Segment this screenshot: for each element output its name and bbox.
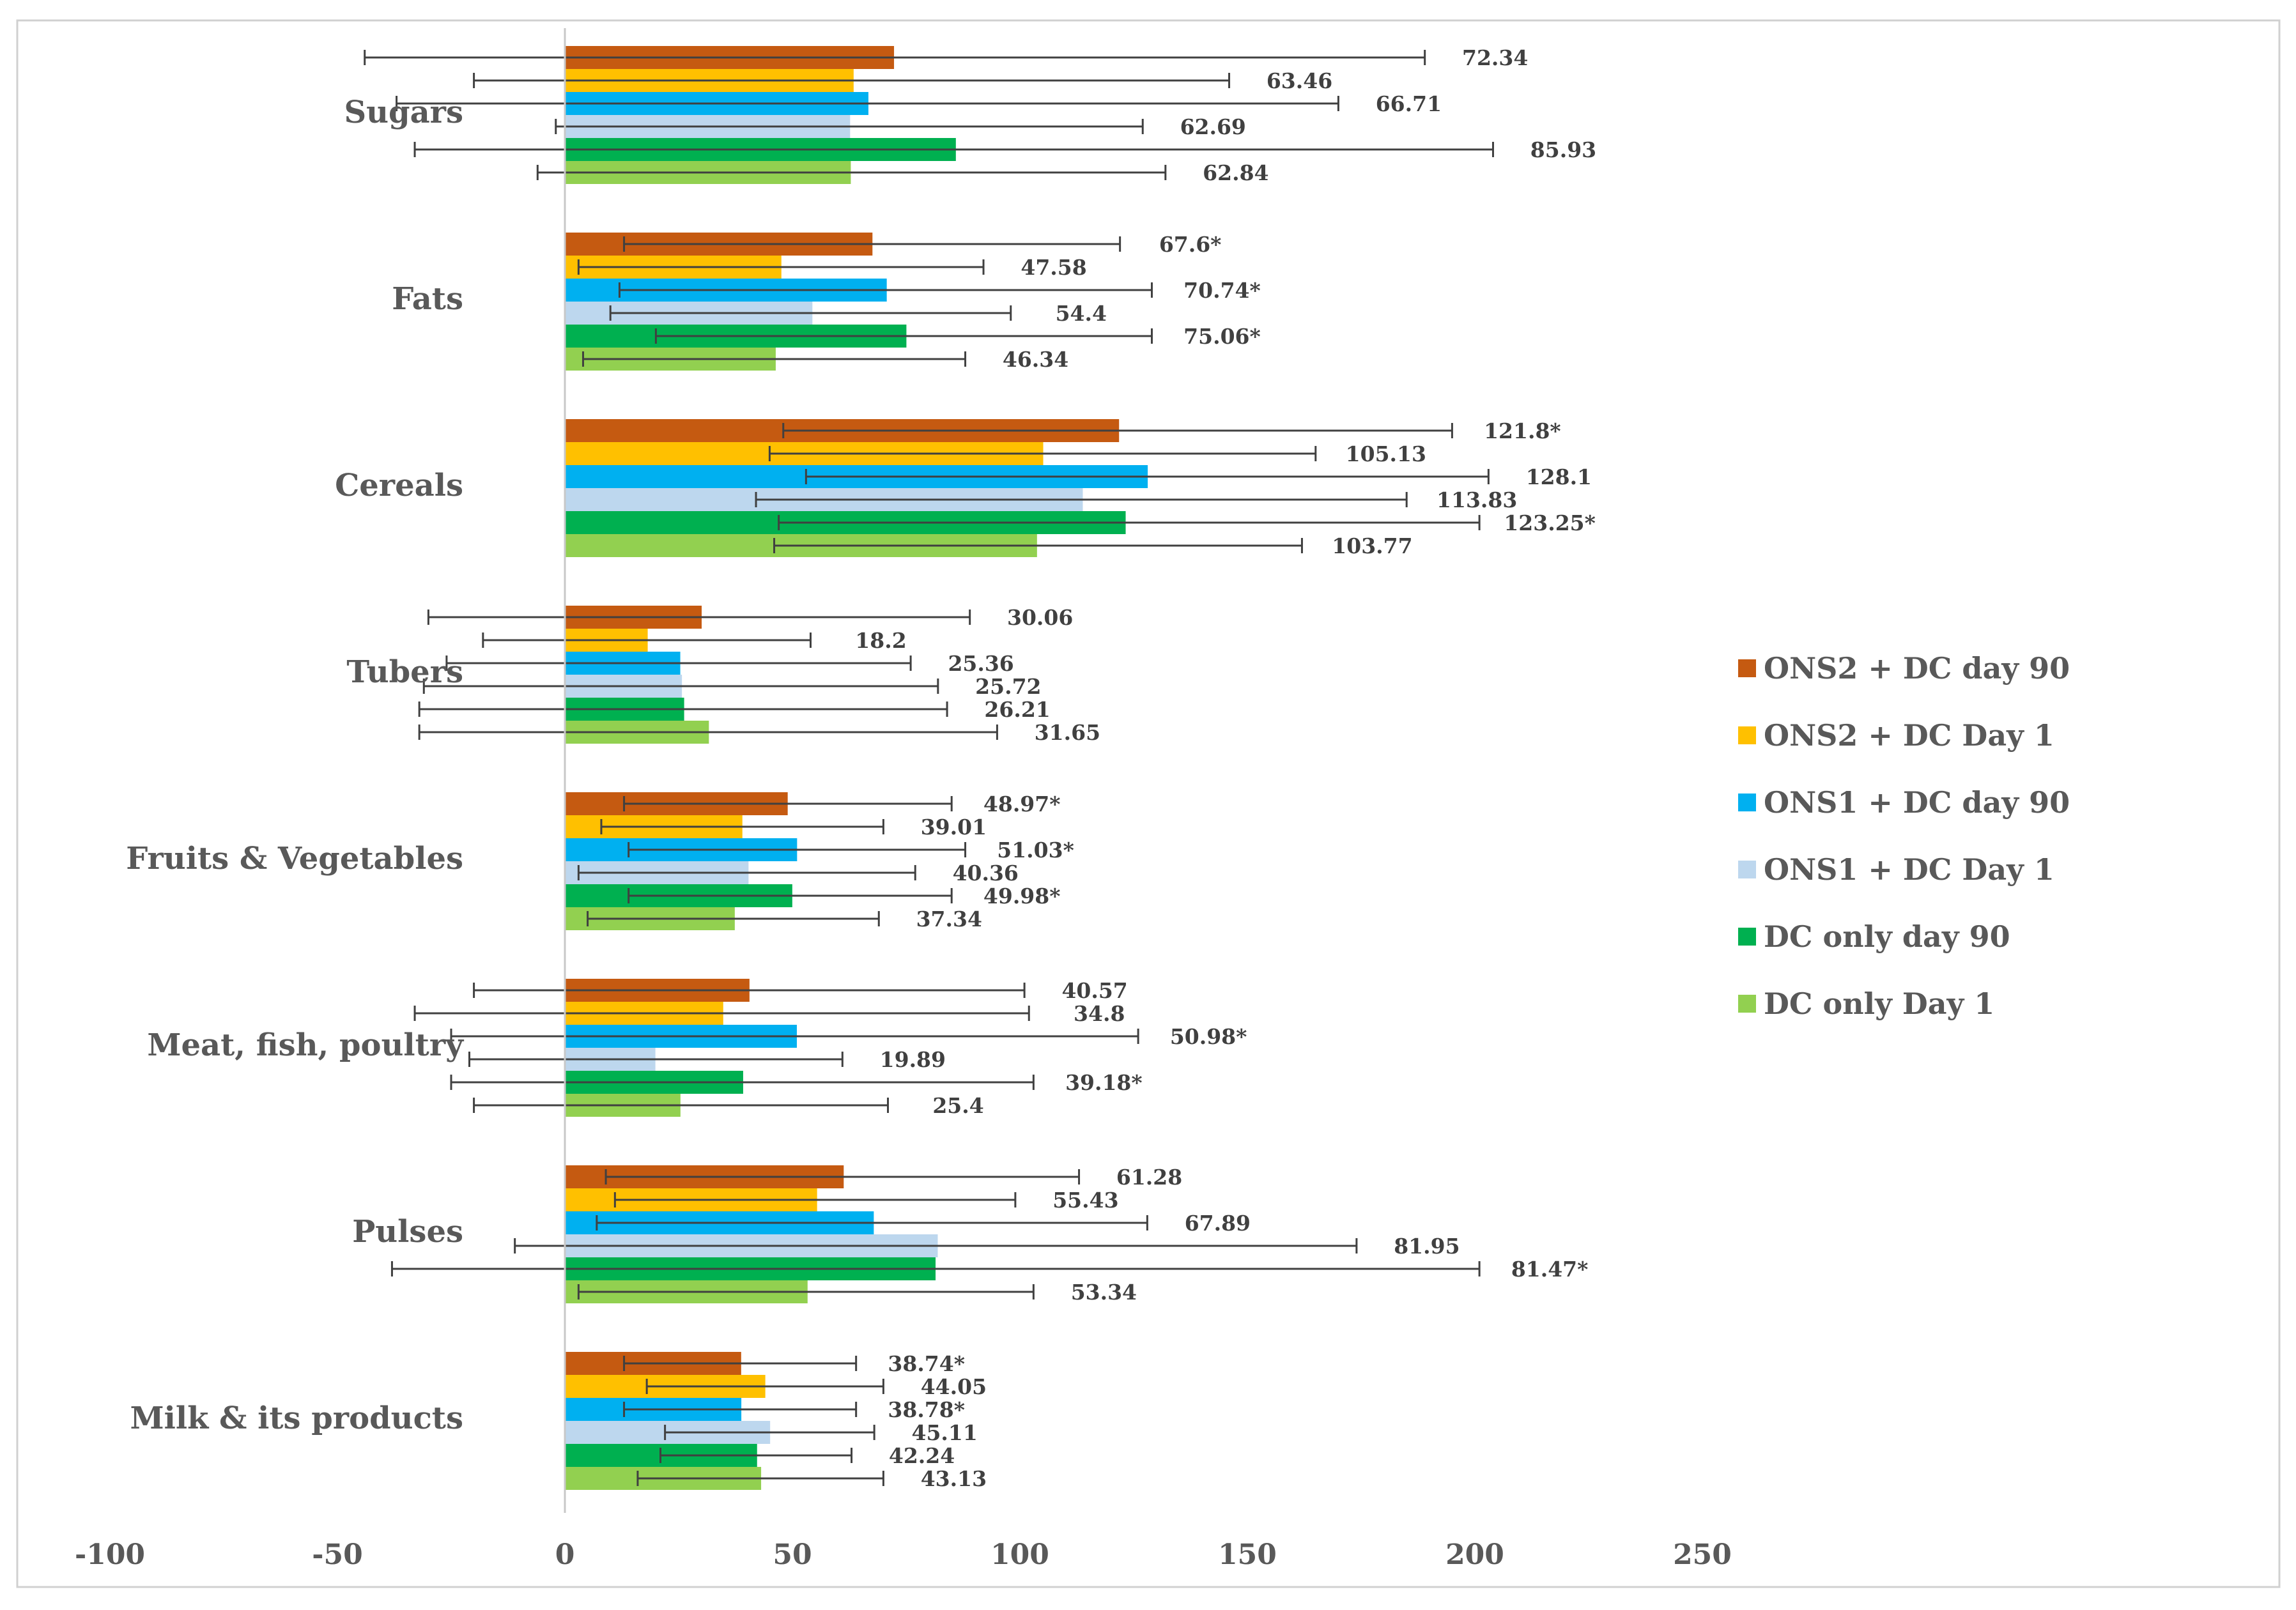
x-tick-label-100: 100 <box>990 1538 1049 1571</box>
chart-frame <box>16 19 2281 1588</box>
legend-swatch-dc-only-day-1 <box>1738 995 1756 1013</box>
data-label-ons1-dc-day-90-sugars: 66.71 <box>1376 91 1442 116</box>
legend-label-ons1-dc-day-1: ONS1 + DC Day 1 <box>1764 852 2054 887</box>
data-label-ons2-dc-day-90-pulses: 61.28 <box>1116 1165 1182 1190</box>
data-label-ons2-dc-day-1-fats: 47.58 <box>1021 255 1086 280</box>
data-label-dc-only-day-90-fats: 75.06* <box>1183 324 1261 349</box>
category-label-cereals: Cereals <box>335 468 463 503</box>
category-label-pulses: Pulses <box>352 1214 463 1250</box>
data-label-ons2-dc-day-90-milk-its-products: 38.74* <box>888 1351 965 1376</box>
data-label-ons1-dc-day-1-meat-fish-poultry: 19.89 <box>880 1047 946 1072</box>
legend-label-ons2-dc-day-1: ONS2 + DC Day 1 <box>1764 718 2054 753</box>
data-label-ons1-dc-day-90-fruits-vegetables: 51.03* <box>997 838 1074 862</box>
data-label-ons1-dc-day-90-fats: 70.74* <box>1183 278 1261 303</box>
x-tick-label-150: 150 <box>1218 1538 1277 1571</box>
legend: ONS2 + DC day 90 ONS2 + DC Day 1 ONS1 + DC… <box>1738 651 2070 1021</box>
x-tick-label-0: 0 <box>555 1538 575 1571</box>
data-label-dc-only-day-90-fruits-vegetables: 49.98* <box>983 884 1061 908</box>
data-label-ons2-dc-day-90-fruits-vegetables: 48.97* <box>983 792 1061 816</box>
data-label-dc-only-day-90-sugars: 85.93 <box>1530 137 1596 162</box>
data-label-ons1-dc-day-90-meat-fish-poultry: 50.98* <box>1170 1024 1247 1049</box>
data-label-ons1-dc-day-90-tubers: 25.36 <box>948 651 1013 676</box>
data-label-ons1-dc-day-1-fats: 54.4 <box>1056 301 1107 326</box>
category-label-milk-its-products: Milk & its products <box>130 1400 463 1436</box>
data-label-dc-only-day-1-tubers: 31.65 <box>1035 720 1100 745</box>
data-label-ons2-dc-day-90-sugars: 72.34 <box>1462 45 1528 70</box>
data-label-ons1-dc-day-1-pulses: 81.95 <box>1394 1234 1460 1259</box>
data-label-ons1-dc-day-1-milk-its-products: 45.11 <box>911 1420 977 1445</box>
data-label-ons1-dc-day-90-milk-its-products: 38.78* <box>888 1397 965 1422</box>
data-label-ons2-dc-day-1-tubers: 18.2 <box>855 628 906 653</box>
category-label-fats: Fats <box>392 281 463 317</box>
x-tick-label-100: -100 <box>75 1538 145 1571</box>
legend-label-dc-only-day-1: DC only Day 1 <box>1764 986 1994 1021</box>
data-label-dc-only-day-1-meat-fish-poultry: 25.4 <box>932 1093 983 1118</box>
data-label-ons2-dc-day-90-meat-fish-poultry: 40.57 <box>1061 978 1127 1003</box>
legend-swatch-ons2-dc-day-1 <box>1738 726 1756 744</box>
data-label-ons1-dc-day-1-sugars: 62.69 <box>1180 114 1246 139</box>
legend-label-dc-only-day-90: DC only day 90 <box>1764 919 2010 954</box>
x-tick-label-250: 250 <box>1673 1538 1732 1571</box>
legend-swatch-ons1-dc-day-1 <box>1738 861 1756 878</box>
data-label-dc-only-day-1-pulses: 53.34 <box>1071 1280 1137 1305</box>
data-label-dc-only-day-90-cereals: 123.25* <box>1504 510 1596 535</box>
data-label-ons2-dc-day-90-cereals: 121.8* <box>1484 418 1561 443</box>
data-label-ons1-dc-day-1-fruits-vegetables: 40.36 <box>953 861 1019 885</box>
x-tick-label-50: -50 <box>312 1538 363 1571</box>
data-label-dc-only-day-90-milk-its-products: 42.24 <box>889 1443 955 1468</box>
data-label-ons2-dc-day-1-meat-fish-poultry: 34.8 <box>1074 1001 1125 1026</box>
data-label-ons1-dc-day-1-tubers: 25.72 <box>975 674 1041 699</box>
category-labels-layer: Sugars Fats Cereals Tubers Fruits & Vegetabl… <box>126 95 465 1436</box>
data-label-dc-only-day-1-fats: 46.34 <box>1003 347 1068 372</box>
data-label-dc-only-day-1-milk-its-products: 43.13 <box>921 1466 987 1491</box>
legend-swatch-ons2-dc-day-90 <box>1738 659 1756 677</box>
category-label-fruits-vegetables: Fruits & Vegetables <box>126 841 463 877</box>
data-label-ons2-dc-day-1-milk-its-products: 44.05 <box>921 1374 987 1399</box>
data-label-dc-only-day-1-cereals: 103.77 <box>1332 533 1412 558</box>
legend-label-ons2-dc-day-90: ONS2 + DC day 90 <box>1764 651 2070 686</box>
data-label-ons2-dc-day-1-fruits-vegetables: 39.01 <box>921 815 987 839</box>
data-label-dc-only-day-90-pulses: 81.47* <box>1511 1257 1589 1282</box>
data-label-ons1-dc-day-1-cereals: 113.83 <box>1437 487 1517 512</box>
x-tick-label-50: 50 <box>773 1538 812 1571</box>
data-label-ons2-dc-day-1-pulses: 55.43 <box>1052 1188 1118 1213</box>
category-label-meat-fish-poultry: Meat, fish, poultry <box>147 1027 465 1063</box>
data-label-ons1-dc-day-90-cereals: 128.1 <box>1526 464 1592 489</box>
legend-swatch-dc-only-day-90 <box>1738 928 1756 946</box>
error-bars-layer <box>364 50 1494 1486</box>
data-labels-layer: 72.34 63.46 66.71 62.69 85.93 62.84 67.6* 47.58… <box>855 45 1596 1491</box>
data-label-ons2-dc-day-90-tubers: 30.06 <box>1007 605 1073 630</box>
x-axis: -100 -50 0 50 100 150 200 250 <box>75 28 1732 1571</box>
category-label-sugars: Sugars <box>344 95 463 130</box>
data-label-ons2-dc-day-1-cereals: 105.13 <box>1346 441 1426 466</box>
category-label-tubers: Tubers <box>346 654 463 690</box>
legend-label-ons1-dc-day-90: ONS1 + DC day 90 <box>1764 785 2070 820</box>
data-label-ons2-dc-day-90-fats: 67.6* <box>1159 232 1222 257</box>
data-label-ons1-dc-day-90-pulses: 67.89 <box>1185 1211 1251 1236</box>
data-label-dc-only-day-1-fruits-vegetables: 37.34 <box>916 907 982 931</box>
legend-swatch-ons1-dc-day-90 <box>1738 793 1756 811</box>
data-label-ons2-dc-day-1-sugars: 63.46 <box>1267 68 1332 93</box>
data-label-dc-only-day-90-tubers: 26.21 <box>984 697 1050 722</box>
x-tick-label-200: 200 <box>1445 1538 1504 1571</box>
data-label-dc-only-day-90-meat-fish-poultry: 39.18* <box>1065 1070 1143 1095</box>
data-label-dc-only-day-1-sugars: 62.84 <box>1203 160 1268 185</box>
